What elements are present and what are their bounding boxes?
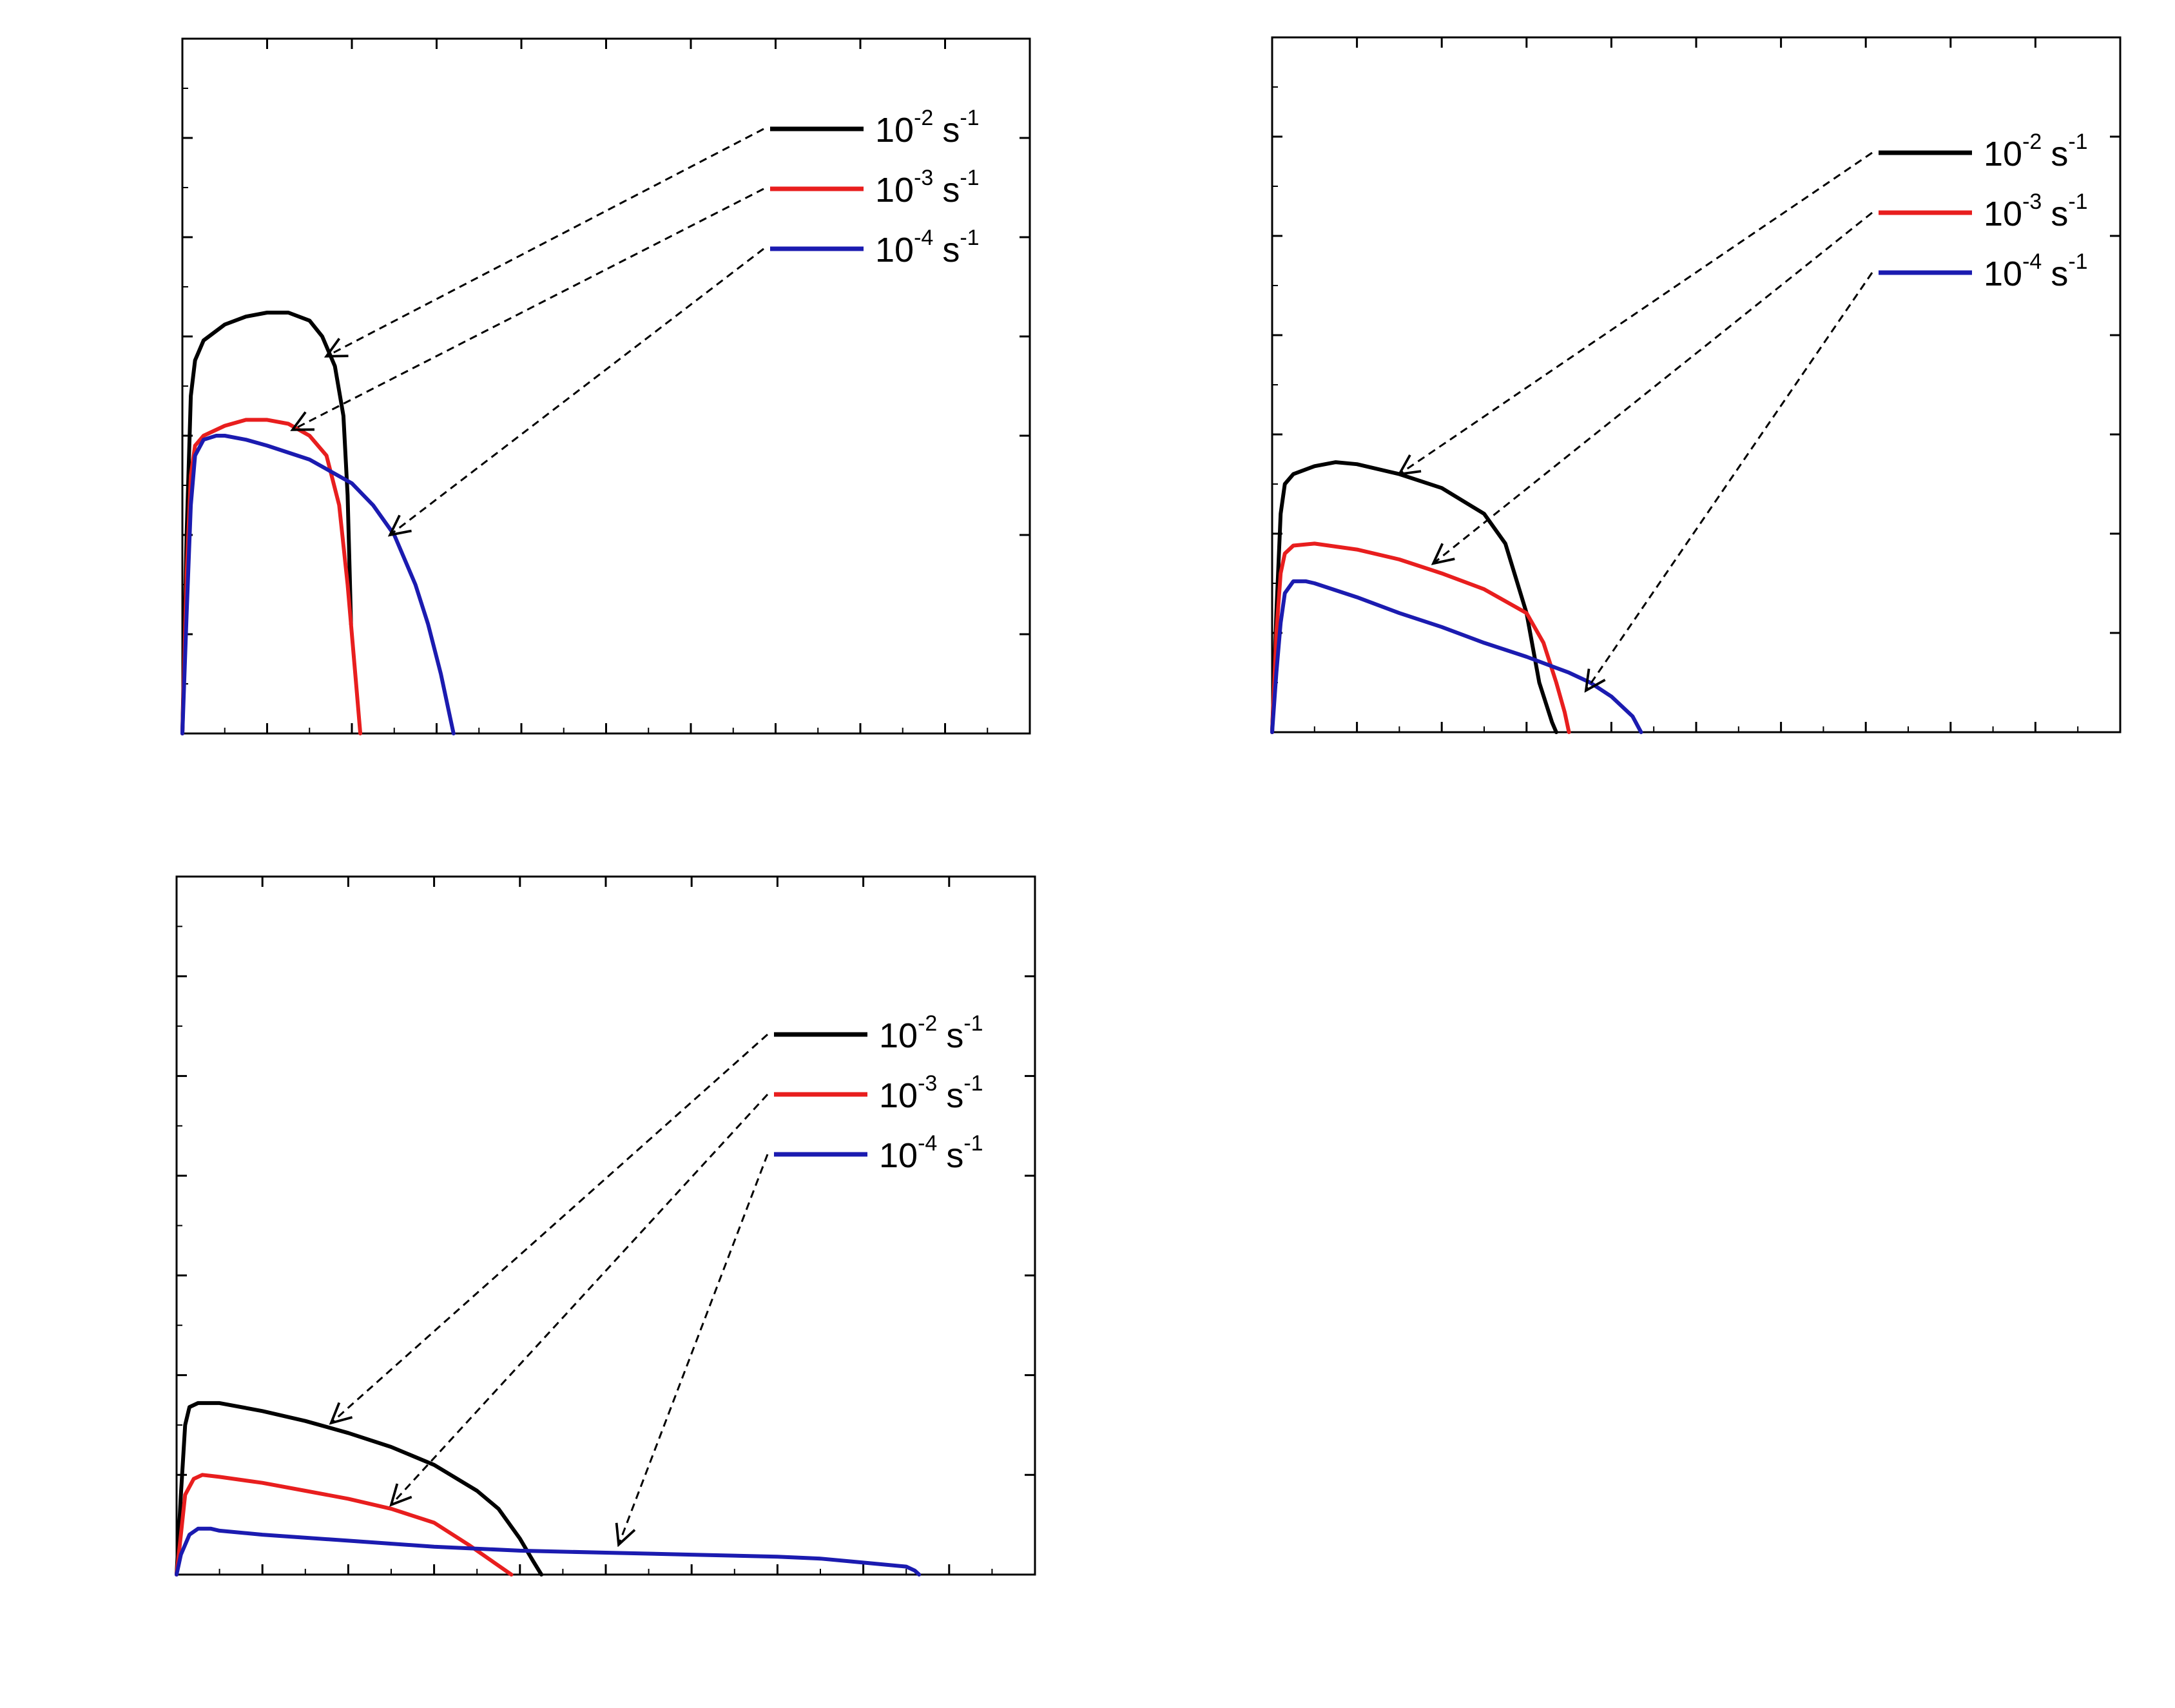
legend-base: 10 (875, 231, 914, 269)
series-line-2 (175, 1526, 922, 1577)
series-line-2 (1270, 579, 1643, 734)
legend-unit-exponent: -1 (963, 1071, 983, 1096)
legend-unit: s (2051, 195, 2068, 233)
legend-exponent: -3 (2022, 189, 2042, 214)
legend-unit: s (2051, 135, 2068, 173)
legend-unit: s (946, 1136, 963, 1175)
pointer-arrow-1 (1433, 211, 1873, 563)
legend-base: 10 (875, 111, 914, 150)
legend-base: 10 (1984, 195, 2022, 233)
series-line-1 (180, 418, 363, 735)
legend-unit-exponent: -1 (960, 106, 979, 130)
legend-unit-exponent: -1 (2068, 130, 2087, 154)
pointer-arrow-0 (327, 128, 764, 356)
series-line-0 (180, 311, 353, 735)
legend-entry-2: 10-4 s-1 (1984, 249, 2088, 293)
series-line-0 (175, 1401, 544, 1577)
legend-entry-2: 10-4 s-1 (875, 226, 980, 269)
legend-base: 10 (1984, 255, 2022, 293)
legend-base: 10 (879, 1076, 918, 1115)
legend-base: 10 (879, 1136, 918, 1175)
legend-exponent: -4 (914, 226, 933, 250)
chart-c-svg: 10-2 s-110-3 s-110-4 s-1 (175, 875, 1036, 1577)
pointer-arrow-1 (391, 1093, 769, 1505)
series-line-1 (1270, 541, 1571, 734)
legend-entry-0: 10-2 s-1 (1984, 130, 2088, 173)
legend-unit: s (2051, 255, 2068, 293)
legend-exponent: -3 (914, 166, 933, 190)
chart-b-svg: 10-2 s-110-3 s-110-4 s-1 (1270, 36, 2122, 734)
legend-exponent: -4 (918, 1131, 937, 1156)
legend-exponent: -2 (2022, 130, 2042, 154)
legend-base: 10 (1984, 135, 2022, 173)
legend-exponent: -2 (914, 106, 933, 130)
legend-unit: s (946, 1016, 963, 1055)
legend-unit: s (946, 1076, 963, 1115)
legend-unit-exponent: -1 (960, 166, 979, 190)
plot-frame (175, 875, 1036, 1576)
legend-entry-1: 10-3 s-1 (879, 1071, 983, 1115)
legend-unit-exponent: -1 (963, 1131, 983, 1156)
legend-exponent: -2 (918, 1011, 937, 1036)
chart-a-svg: 10-2 s-110-3 s-110-4 s-1 (180, 37, 1031, 735)
series-line-1 (175, 1473, 514, 1577)
series-line-2 (180, 434, 456, 735)
legend-unit-exponent: -1 (963, 1011, 983, 1036)
legend-exponent: -4 (2022, 249, 2042, 274)
legend-base: 10 (875, 171, 914, 209)
legend-entry-0: 10-2 s-1 (879, 1011, 983, 1055)
pointer-arrow-0 (331, 1033, 768, 1423)
panel-c: 10-2 s-1 10-3 s-1 10-4 s-1 (0, 848, 1088, 1708)
pointer-arrow-0 (1399, 151, 1873, 474)
series-line-0 (1270, 460, 1558, 734)
legend-entry-2: 10-4 s-1 (879, 1131, 983, 1175)
legend-unit-exponent: -1 (960, 226, 979, 250)
legend-entry-1: 10-3 s-1 (1984, 189, 2088, 233)
legend-unit-exponent: -1 (2068, 189, 2087, 214)
legend-exponent: -3 (918, 1071, 937, 1096)
legend-unit: s (942, 111, 960, 150)
pointer-arrow-2 (1586, 272, 1873, 690)
legend-base: 10 (879, 1016, 918, 1055)
pointer-arrow-1 (293, 188, 764, 430)
pointer-arrow-2 (619, 1154, 769, 1545)
panel-a: 10-2 s-1 10-3 s-1 10-4 s-1 (0, 0, 1088, 857)
legend-entry-1: 10-3 s-1 (875, 166, 980, 209)
legend-unit: s (942, 171, 960, 209)
pointer-arrow-2 (390, 247, 764, 535)
panel-b: 10-2 s-1 10-3 s-1 10-4 s-1 (1088, 0, 2175, 857)
legend-unit-exponent: -1 (2068, 249, 2087, 274)
legend-entry-0: 10-2 s-1 (875, 106, 980, 150)
legend-unit: s (942, 231, 960, 269)
